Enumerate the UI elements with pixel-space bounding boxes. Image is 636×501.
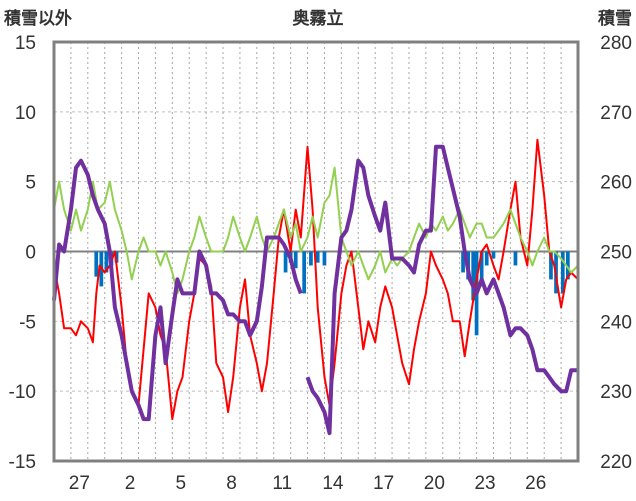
bar	[565, 251, 570, 280]
x-tick-label: 8	[226, 473, 237, 494]
left-tick-label: 15	[15, 33, 36, 54]
bar	[94, 251, 99, 277]
line-series	[52, 138, 579, 436]
x-tick-label: 26	[525, 473, 546, 494]
left-tick-label: 10	[15, 103, 36, 124]
bar	[461, 251, 465, 273]
bar	[549, 251, 553, 280]
right-tick-label: 250	[600, 243, 632, 264]
bar	[283, 251, 288, 273]
x-tick-label: 27	[69, 473, 90, 494]
left-tick-label: 0	[25, 243, 36, 264]
bar	[491, 251, 496, 259]
right-tick-label: 220	[600, 452, 632, 473]
left-tick-label: -15	[9, 452, 36, 473]
bar	[104, 251, 109, 273]
bar	[322, 251, 327, 266]
plot-frame	[52, 40, 580, 463]
bar	[309, 251, 313, 266]
series-line-3	[52, 158, 303, 422]
x-tick-label: 2	[125, 473, 136, 494]
bar	[479, 251, 484, 287]
x-tick-label: 17	[373, 473, 394, 494]
x-tick-label: 5	[175, 473, 186, 494]
left-tick-label: -5	[19, 312, 36, 333]
right-tick-label: 260	[600, 173, 632, 194]
x-tick-label: 20	[424, 473, 445, 494]
series-line-3	[305, 144, 578, 436]
right-axis-ticks: 280 270 260 250 240 230 220	[600, 33, 632, 473]
right-tick-label: 230	[600, 382, 632, 403]
left-axis-ticks: 15 10 5 0 -5 -10 -15	[9, 33, 36, 473]
x-tick-label: 23	[474, 473, 495, 494]
x-tick-label: 14	[322, 473, 344, 494]
bar	[513, 251, 518, 266]
left-axis-title: 積雪以外	[4, 8, 72, 29]
right-tick-label: 240	[600, 312, 632, 333]
bar	[315, 251, 320, 263]
series-line-2	[53, 166, 579, 295]
x-axis-ticks: 27 2 5 8 11 14 17 20 23 26	[69, 473, 547, 494]
bar	[302, 251, 307, 294]
right-tick-label: 280	[600, 33, 632, 54]
bar	[560, 251, 565, 294]
bar	[471, 251, 476, 301]
right-tick-label: 270	[600, 103, 632, 124]
right-axis-title: 積雪	[598, 8, 632, 29]
left-tick-label: -10	[9, 382, 36, 403]
chart-title: 奥霧立	[293, 8, 344, 29]
left-tick-label: 5	[25, 173, 36, 194]
bar	[484, 251, 489, 266]
bar	[293, 251, 298, 269]
x-tick-label: 11	[272, 473, 292, 494]
